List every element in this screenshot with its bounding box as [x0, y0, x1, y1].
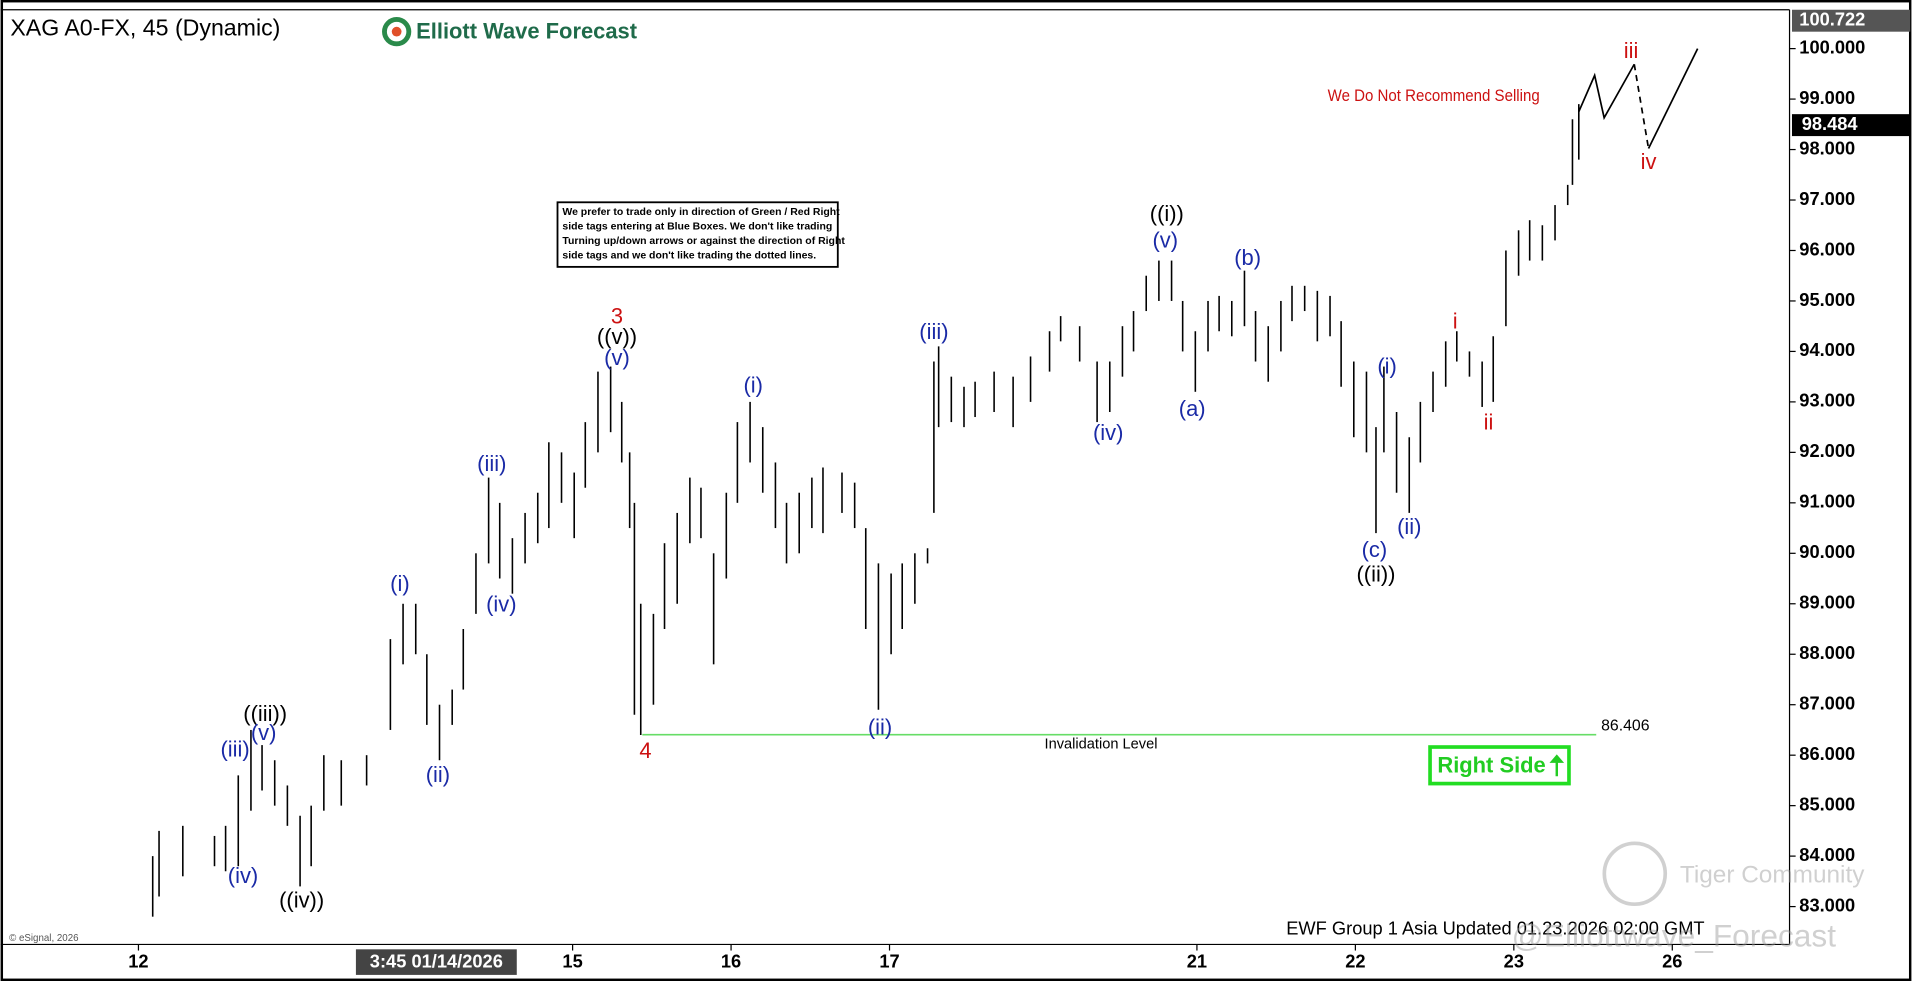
wave-label: (i) — [744, 373, 763, 398]
watermark: Tiger Community @Elliottwave_Forecast — [1512, 841, 1865, 954]
last-price-label: 98.484 — [1802, 113, 1859, 134]
last-price-box — [1791, 114, 1911, 137]
x-tick-label: 23 — [1504, 951, 1524, 972]
right-side-label: Right Side — [1437, 752, 1545, 777]
x-tick-label: 22 — [1345, 951, 1365, 972]
wave-label: ((iii)) — [243, 701, 287, 726]
notice-box — [556, 201, 839, 268]
y-tick-label: 91.000 — [1799, 491, 1855, 512]
notice-line: We prefer to trade only in direction of … — [562, 207, 840, 218]
crosshair-label: 3:45 01/14/2026 — [370, 951, 503, 972]
wave-label: iii — [1624, 38, 1639, 63]
logo-text: Elliott Wave Forecast — [416, 19, 638, 44]
footer: EWF Group 1 Asia Updated 01.23.2026 02:0… — [1286, 918, 1704, 939]
right-side-arrow — [1549, 754, 1565, 777]
notice: We prefer to trade only in direction of … — [562, 207, 845, 262]
invalidation-value: 86.406 — [1601, 717, 1650, 734]
notice-line: side tags entering at Blue Boxes. We don… — [562, 221, 832, 232]
warning: We Do Not Recommend Selling — [1328, 86, 1540, 105]
x-tick-label: 12 — [128, 951, 148, 972]
y-tick-label: 96.000 — [1799, 238, 1855, 259]
x-tick-label: 26 — [1662, 951, 1682, 972]
logo-icon — [382, 17, 412, 47]
wave-label: ((iv)) — [279, 887, 324, 912]
wave-label: (iv) — [486, 592, 516, 617]
y-tick-label: 85.000 — [1799, 793, 1855, 814]
y-tick-label: 97.000 — [1799, 188, 1855, 209]
y-tick-label: 92.000 — [1799, 440, 1855, 461]
y-tick-label: 87.000 — [1799, 693, 1855, 714]
projection-line — [1578, 63, 1636, 121]
x-tick-label: 15 — [562, 951, 582, 972]
wave-label: (iv) — [228, 863, 258, 888]
notice-line: Turning up/down arrows or against the di… — [562, 236, 845, 247]
wave-label: iv — [1641, 149, 1657, 174]
wave-label: (b) — [1234, 245, 1261, 270]
wave-label: (v) — [251, 720, 277, 745]
invalidation-label: Invalidation Level — [1045, 736, 1158, 752]
x-tick-label: 21 — [1187, 951, 1207, 972]
wave-label: (ii) — [868, 715, 892, 740]
chart-title: XAG A0-FX, 45 (Dynamic) — [10, 14, 280, 40]
logo-icon-dot — [391, 26, 402, 37]
right-side-box — [1428, 745, 1571, 786]
y-tick-label: 89.000 — [1799, 592, 1855, 613]
wave-label: (i) — [1377, 353, 1396, 378]
wave-label: ((ii)) — [1357, 561, 1396, 586]
watermark-icon — [1602, 841, 1668, 907]
projection-line — [1647, 48, 1699, 149]
wave-label: (c) — [1362, 537, 1388, 562]
high-marker-box — [1791, 9, 1911, 32]
wave-label: ((i)) — [1150, 201, 1184, 226]
wave-label: 3 — [611, 303, 623, 328]
wave-label: (v) — [604, 345, 630, 370]
projection-line — [1633, 64, 1650, 149]
y-tick-label: 100.000 — [1799, 36, 1865, 57]
logo: Elliott Wave Forecast — [382, 17, 638, 47]
watermark-text: @Elliottwave_Forecast — [1512, 918, 1837, 954]
high-marker-label: 100.722 — [1799, 9, 1865, 30]
wave-label: (ii) — [1397, 514, 1421, 539]
y-tick-label: 95.000 — [1799, 289, 1855, 310]
wave-label: (iii) — [477, 451, 506, 476]
copyright: © eSignal, 2026 — [9, 933, 78, 944]
y-tick-label: 94.000 — [1799, 339, 1855, 360]
wave-label: (a) — [1179, 396, 1206, 421]
y-tick-label: 99.000 — [1799, 87, 1855, 108]
x-tick-label: 16 — [721, 951, 741, 972]
wave-label: ((v)) — [597, 324, 637, 349]
wave-label: (ii) — [426, 762, 450, 787]
y-tick-label: 86.000 — [1799, 743, 1855, 764]
y-tick-label: 90.000 — [1799, 541, 1855, 562]
y-tick-label: 83.000 — [1799, 894, 1855, 915]
y-tick-label: 93.000 — [1799, 390, 1855, 411]
wave-label: (iii) — [220, 736, 249, 761]
wave-label: (i) — [390, 571, 409, 596]
wave-label: (iii) — [919, 319, 948, 344]
wave-label: (iv) — [1093, 420, 1123, 445]
y-tick-label: 88.000 — [1799, 642, 1855, 663]
watermark-text: Tiger Community — [1680, 862, 1865, 889]
wave-label: (v) — [1152, 228, 1178, 253]
right-side-tag: Right Side — [1428, 745, 1571, 786]
wave-label: i — [1453, 308, 1458, 333]
x-tick-label: 17 — [879, 951, 899, 972]
wave-label: 4 — [639, 738, 651, 763]
crosshair-box — [355, 949, 517, 975]
y-tick-label: 98.000 — [1799, 137, 1855, 158]
wave-label: ii — [1484, 409, 1494, 434]
y-tick-label: 84.000 — [1799, 844, 1855, 865]
notice-line: side tags and we don't like trading the … — [562, 251, 816, 262]
